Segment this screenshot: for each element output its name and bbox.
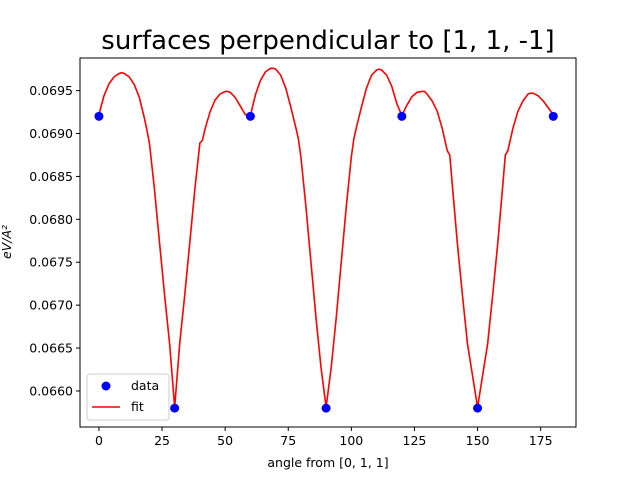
x-tick-label: 125 (403, 433, 427, 448)
plot-frame (79, 57, 577, 428)
legend: data fit (86, 373, 170, 421)
data-point (548, 111, 558, 121)
data-point (170, 403, 180, 413)
series-layer (94, 67, 558, 413)
y-tick-label: 0.0680 (29, 212, 73, 227)
y-tick-label: 0.0665 (29, 341, 73, 356)
y-tick-label: 0.0695 (29, 83, 73, 98)
legend-label-data: data (131, 378, 159, 393)
legend-marker-data (101, 381, 111, 391)
x-tick-label: 150 (466, 433, 490, 448)
legend-label-fit: fit (131, 399, 144, 414)
x-tick-label: 75 (280, 433, 296, 448)
data-point (245, 111, 255, 121)
data-point (397, 111, 407, 121)
y-axis-label: eV/A² (0, 225, 14, 259)
x-tick-label: 50 (217, 433, 233, 448)
x-tick-label: 100 (339, 433, 363, 448)
y-tick-label: 0.0675 (29, 255, 73, 270)
x-tick-label: 25 (154, 433, 170, 448)
data-point (321, 403, 331, 413)
plot-area (80, 58, 576, 427)
ticks-layer: 0 25 50 75 100 125 150 175 0.0660 0.0665 0.0670 0.0… (29, 83, 552, 448)
chart-title: surfaces perpendicular to [1, 1, -1] (101, 26, 554, 56)
y-tick-label: 0.0690 (29, 126, 73, 141)
y-tick-label: 0.0685 (29, 169, 73, 184)
x-axis-label: angle from [0, 1, 1] (267, 455, 388, 470)
x-tick-label: 0 (95, 433, 103, 448)
y-tick-label: 0.0670 (29, 298, 73, 313)
data-point (94, 111, 104, 121)
x-tick-label: 175 (529, 433, 553, 448)
data-point (473, 403, 483, 413)
y-tick-label: 0.0660 (29, 383, 73, 398)
